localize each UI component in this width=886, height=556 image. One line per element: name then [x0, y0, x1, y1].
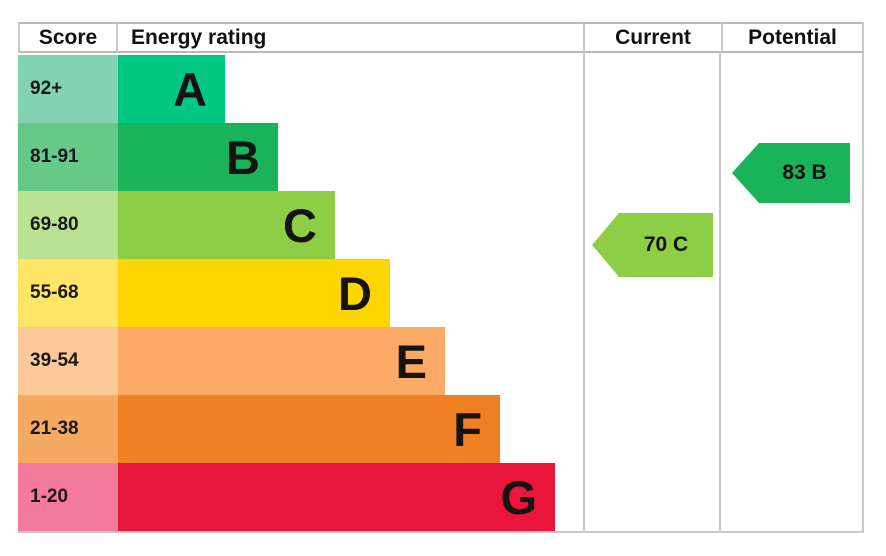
band-row: 92+ A — [18, 55, 864, 123]
rating-letter: B — [226, 130, 260, 184]
rating-letter: E — [395, 334, 427, 388]
rating-bar: B — [118, 123, 278, 191]
chart-bottom-border — [18, 531, 864, 533]
score-range: 21-38 — [18, 395, 118, 463]
score-range: 55-68 — [18, 259, 118, 327]
header-energy-rating: Energy rating — [118, 22, 583, 53]
divider-rating-current — [583, 53, 585, 533]
rating-bar: D — [118, 259, 390, 327]
current-rating-arrow: 70 C — [592, 213, 713, 277]
rating-bar: A — [118, 55, 225, 123]
score-range: 39-54 — [18, 327, 118, 395]
rating-bar: E — [118, 327, 445, 395]
band-row: 69-80 C — [18, 191, 864, 259]
rating-letter: D — [338, 266, 372, 320]
score-range: 81-91 — [18, 123, 118, 191]
band-row: 39-54 E — [18, 327, 864, 395]
header-current: Current — [583, 22, 721, 53]
band-row: 21-38 F — [18, 395, 864, 463]
chart-right-border — [862, 53, 864, 533]
band-row: 81-91 B — [18, 123, 864, 191]
rating-letter: G — [500, 470, 537, 524]
band-row: 1-20 G — [18, 463, 864, 531]
band-row: 55-68 D — [18, 259, 864, 327]
header-score: Score — [18, 22, 118, 53]
divider-current-potential — [719, 53, 721, 533]
rating-letter: C — [283, 198, 317, 252]
score-range: 69-80 — [18, 191, 118, 259]
rating-bar: C — [118, 191, 335, 259]
score-range: 1-20 — [18, 463, 118, 531]
rating-bar: F — [118, 395, 500, 463]
potential-rating-arrow: 83 B — [732, 143, 850, 203]
rating-letter: A — [173, 62, 207, 116]
rating-bar: G — [118, 463, 555, 531]
header-potential: Potential — [721, 22, 864, 53]
current-rating-label: 70 C — [643, 233, 689, 256]
rating-letter: F — [453, 402, 482, 456]
potential-rating-label: 83 B — [782, 161, 827, 184]
score-range: 92+ — [18, 55, 118, 123]
